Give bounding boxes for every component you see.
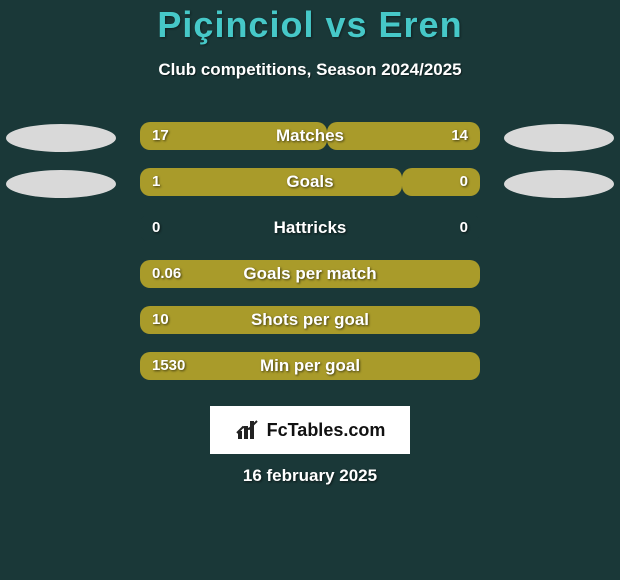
stat-row: Min per goal1530 <box>0 352 620 398</box>
date: 16 february 2025 <box>0 466 620 486</box>
player-left-badge <box>6 170 116 198</box>
stat-value-left: 0.06 <box>152 260 181 288</box>
chart-icon <box>235 419 261 441</box>
stat-row: Matches1714 <box>0 122 620 168</box>
bar-fill-left <box>140 352 480 380</box>
stat-rows: Matches1714Goals10Hattricks00Goals per m… <box>0 122 620 398</box>
stat-row: Hattricks00 <box>0 214 620 260</box>
logo-text: FcTables.com <box>267 420 386 441</box>
player-left-badge <box>6 124 116 152</box>
player-left-name: Piçinciol <box>157 4 314 45</box>
stat-value-right: 14 <box>451 122 468 150</box>
bar-fill-left <box>140 260 480 288</box>
title: Piçinciol vs Eren <box>0 4 620 46</box>
bar-track <box>140 260 480 288</box>
bar-fill-left <box>140 306 480 334</box>
stat-value-right: 0 <box>460 214 468 242</box>
vs-separator: vs <box>325 4 367 45</box>
bar-track <box>140 122 480 150</box>
stat-row: Shots per goal10 <box>0 306 620 352</box>
comparison-card: Piçinciol vs Eren Club competitions, Sea… <box>0 0 620 486</box>
stat-value-left: 17 <box>152 122 169 150</box>
stat-row: Goals per match0.06 <box>0 260 620 306</box>
bar-fill-right <box>402 168 480 196</box>
stat-value-left: 1 <box>152 168 160 196</box>
stat-value-left: 1530 <box>152 352 185 380</box>
player-right-badge <box>504 124 614 152</box>
bar-track <box>140 214 480 242</box>
bar-track <box>140 306 480 334</box>
subtitle: Club competitions, Season 2024/2025 <box>0 60 620 80</box>
bar-fill-left <box>140 168 402 196</box>
stat-row: Goals10 <box>0 168 620 214</box>
stat-value-left: 10 <box>152 306 169 334</box>
bar-track <box>140 352 480 380</box>
player-right-name: Eren <box>379 4 463 45</box>
stat-value-right: 0 <box>460 168 468 196</box>
logo-box: FcTables.com <box>210 406 410 454</box>
stat-value-left: 0 <box>152 214 160 242</box>
player-right-badge <box>504 170 614 198</box>
bar-track <box>140 168 480 196</box>
